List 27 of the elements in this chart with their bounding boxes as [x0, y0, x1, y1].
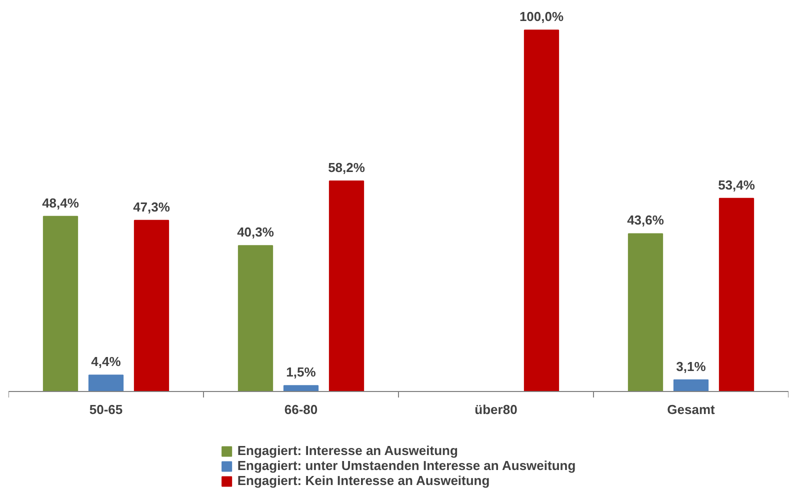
data-label: 100,0% [519, 9, 564, 24]
data-label: 40,3% [237, 224, 274, 240]
data-label: 47,3% [133, 199, 170, 214]
data-label: 53,4% [718, 177, 756, 192]
data-label: 48,4% [42, 195, 80, 210]
bar [673, 379, 709, 392]
x-tick-label: über80 [474, 402, 518, 418]
data-label: 43,6% [627, 212, 664, 228]
legend-label: Engagiert: Kein Interesse an Ausweitung [237, 473, 490, 488]
bar [42, 216, 78, 392]
bar [718, 198, 754, 392]
legend-label: Engagiert: Interesse an Ausweitung [237, 443, 458, 458]
legend-label: Engagiert: unter Umstaenden Interesse an Ausweitung [237, 458, 576, 473]
data-label: 58,2% [328, 160, 366, 176]
bar [238, 245, 274, 392]
data-label: 4,4% [91, 354, 122, 370]
bar [524, 30, 560, 392]
x-tick-label: 66-80 [284, 402, 318, 418]
x-tick-label: Gesamt [667, 402, 716, 418]
bar [628, 233, 664, 392]
data-label: 1,5% [286, 364, 316, 380]
x-tick-label: 50-65 [89, 402, 123, 418]
bar [283, 385, 319, 392]
data-label: 3,1% [676, 358, 706, 374]
bar [134, 220, 170, 392]
bar [328, 180, 364, 392]
bar [88, 374, 124, 392]
